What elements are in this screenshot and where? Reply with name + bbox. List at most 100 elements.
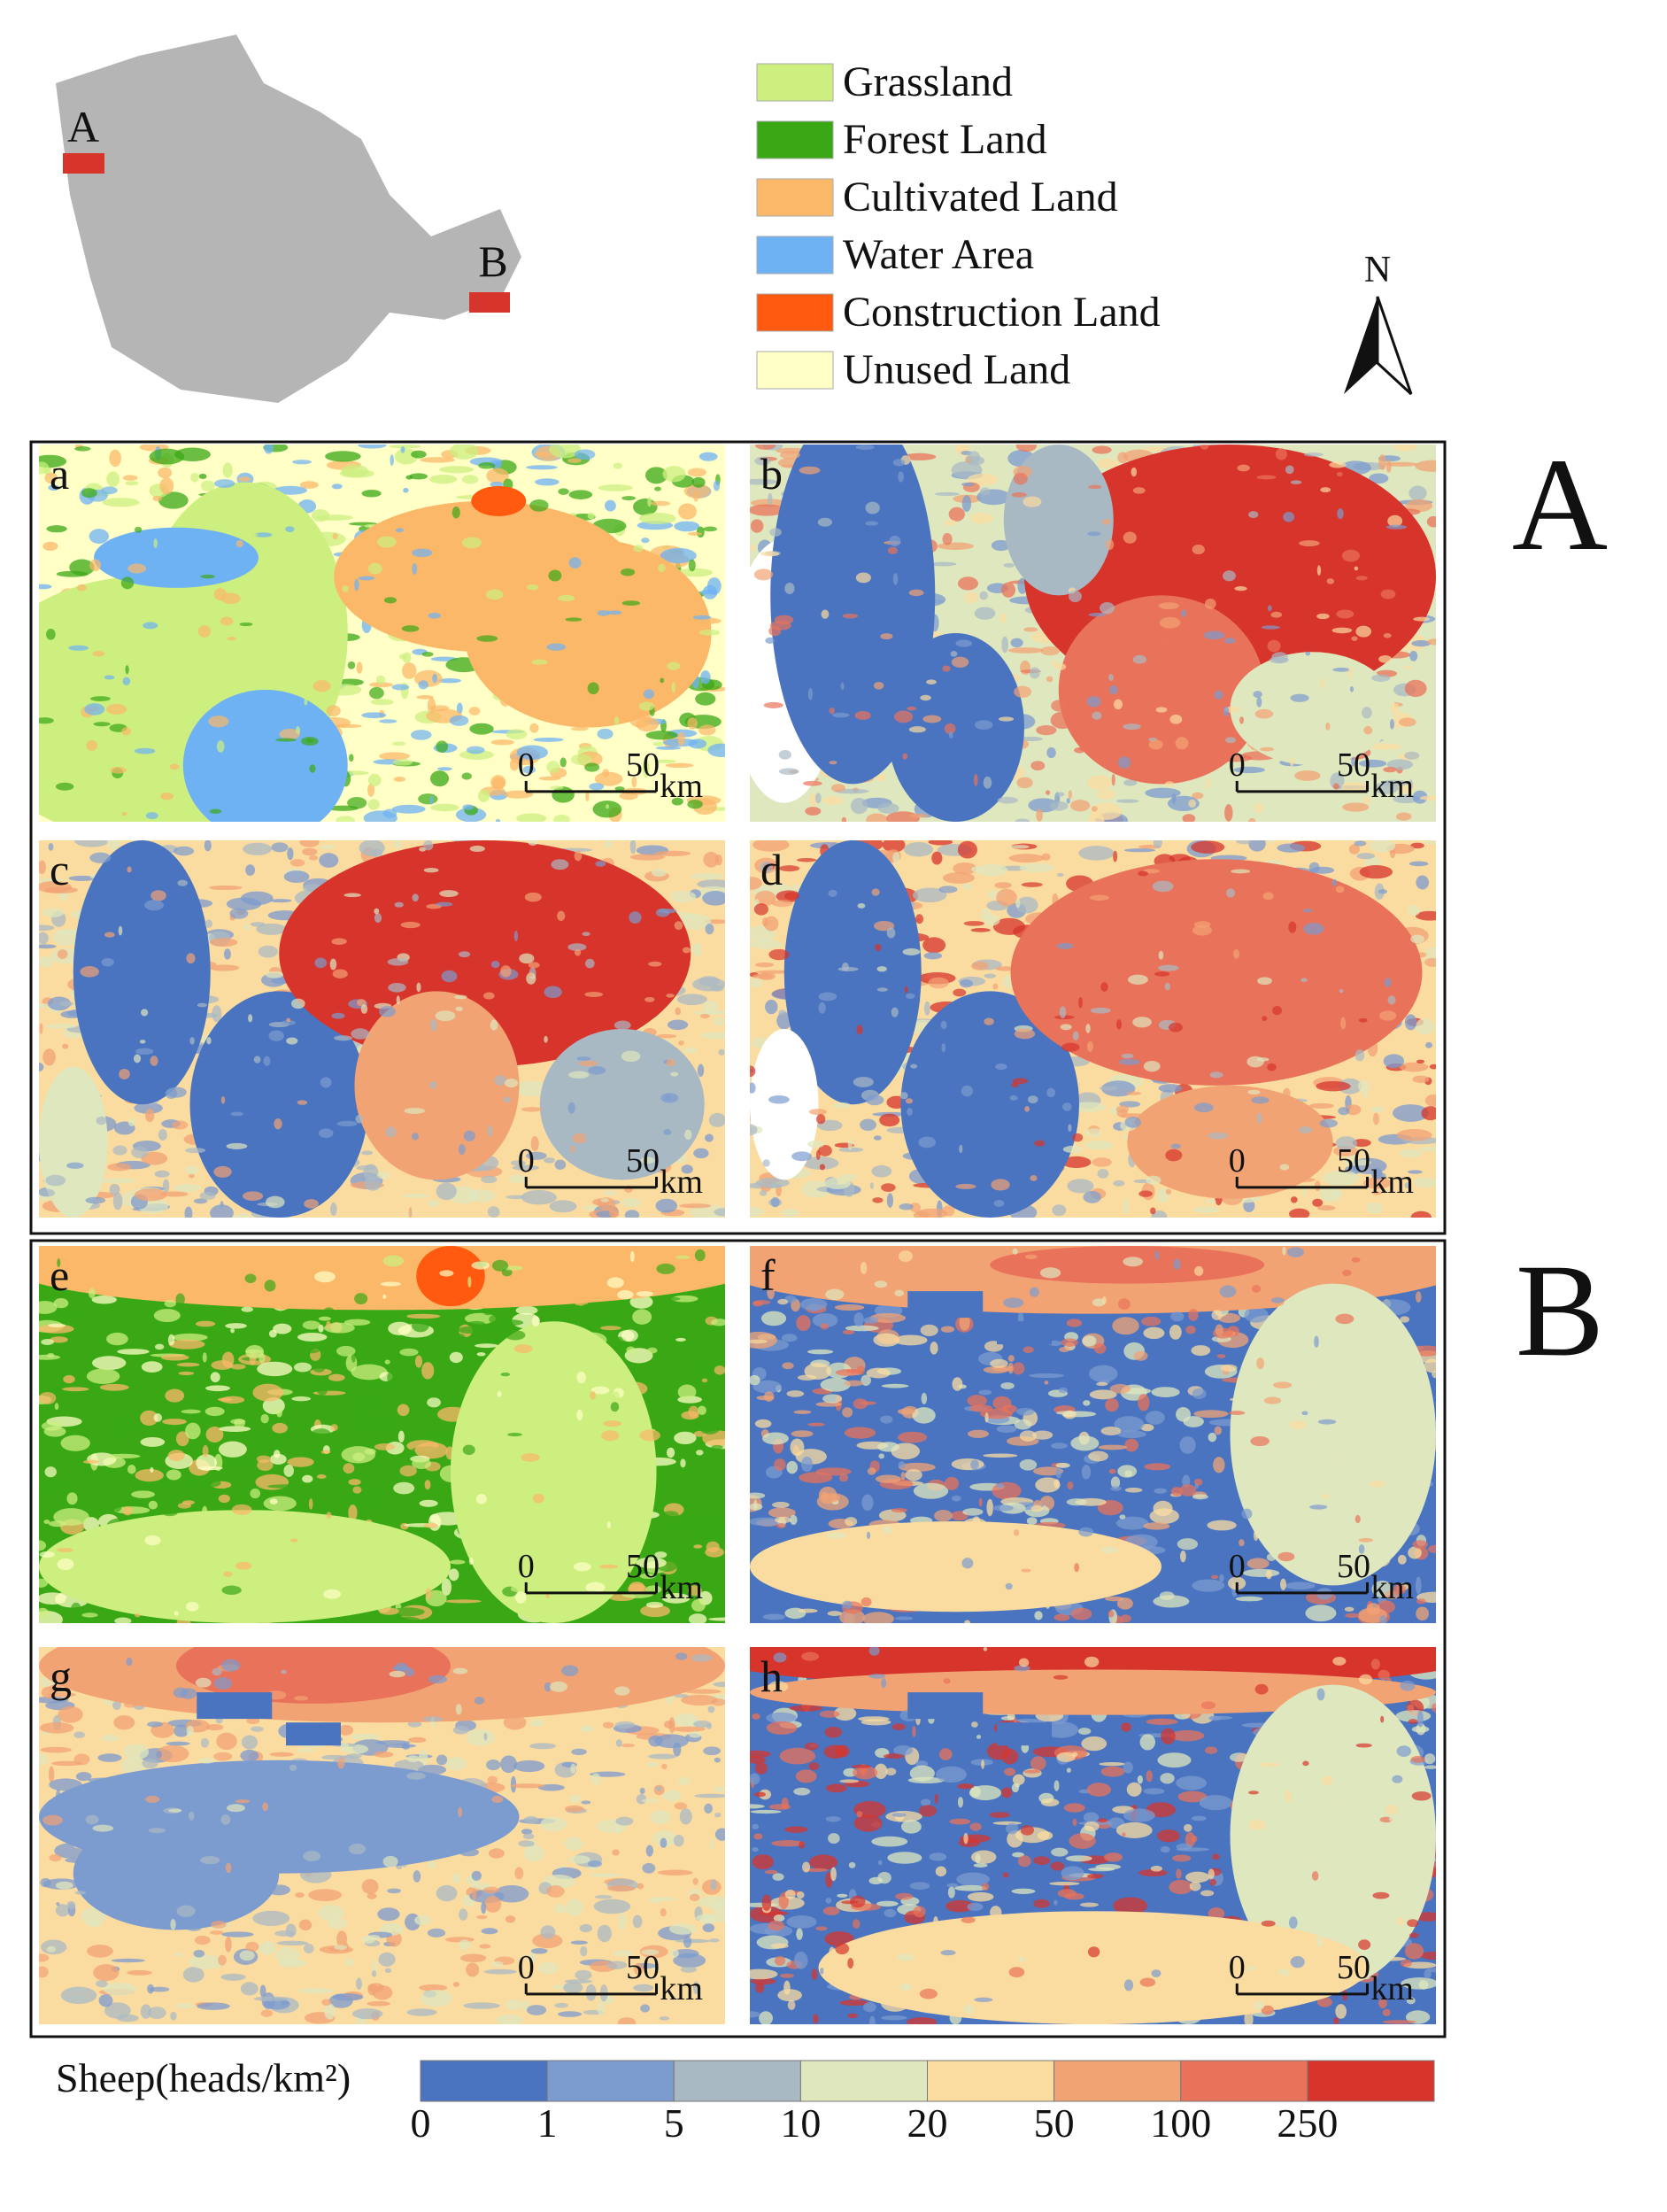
map-texture [1156, 707, 1168, 712]
map-texture [1101, 1767, 1125, 1777]
legend-label: Water Area [843, 231, 1034, 278]
map-texture [412, 1133, 419, 1140]
map-texture [125, 665, 128, 674]
scale-label: km [1370, 1164, 1414, 1201]
map-texture [1068, 1124, 1071, 1132]
map-texture [135, 1188, 167, 1201]
map-texture [1393, 1382, 1405, 1387]
map-texture [1425, 1094, 1442, 1107]
map-texture [176, 1515, 191, 1528]
map-texture [1408, 485, 1426, 500]
map-texture [575, 1970, 591, 1980]
map-texture [1243, 1569, 1279, 1577]
map-texture [714, 1017, 724, 1026]
map-texture [877, 987, 888, 992]
map-texture [1073, 1031, 1079, 1040]
scale-label: 0 [518, 746, 535, 784]
map-texture [1029, 1373, 1064, 1378]
map-texture [1428, 1545, 1443, 1553]
map-texture [47, 766, 66, 773]
map-texture [576, 1372, 586, 1383]
map-texture [1154, 971, 1169, 977]
map-texture [230, 1112, 243, 1117]
map-texture [286, 1018, 290, 1023]
scale-label: 0 [1229, 1548, 1246, 1585]
map-texture [221, 1096, 225, 1104]
map-texture [1108, 1610, 1115, 1617]
map-texture [489, 1315, 498, 1324]
map-texture [1424, 958, 1440, 967]
map-texture [299, 1349, 319, 1353]
map-texture [316, 514, 353, 521]
map-texture [1221, 1365, 1238, 1372]
map-texture [667, 1448, 675, 1458]
map-texture [674, 522, 699, 532]
map-region [1231, 1284, 1437, 1586]
map-texture [612, 1497, 620, 1503]
map-texture [1099, 1762, 1125, 1766]
map-texture [915, 914, 923, 924]
map-texture [454, 995, 467, 1000]
map-texture [1236, 1597, 1263, 1602]
map-texture [83, 1804, 89, 1816]
map-texture [529, 1743, 556, 1749]
map-texture [429, 795, 434, 804]
map-texture [1092, 445, 1112, 453]
map-texture [1072, 1133, 1083, 1142]
map-texture [892, 852, 899, 863]
map-texture [698, 1419, 721, 1435]
map-texture [1121, 1614, 1131, 1622]
map-texture [90, 696, 111, 701]
map-texture [304, 698, 307, 706]
map-texture [1078, 1528, 1093, 1537]
scale-label: 50 [1337, 746, 1370, 784]
map-texture [1248, 511, 1258, 518]
map-texture [89, 559, 101, 571]
map-texture [532, 1316, 540, 1326]
map-texture [1420, 1952, 1451, 1960]
map-texture [1416, 1291, 1422, 1303]
map-texture [319, 853, 338, 868]
map-texture [601, 1430, 619, 1441]
map-texture [651, 501, 670, 507]
map-texture [1315, 1180, 1321, 1191]
map-texture [491, 961, 500, 968]
map-texture [603, 1722, 614, 1729]
map-texture [491, 739, 514, 745]
map-texture [677, 994, 707, 1005]
map-texture [779, 750, 791, 760]
map-texture [1119, 1514, 1125, 1519]
scale-label: 50 [626, 746, 660, 784]
map-texture [230, 1471, 237, 1477]
map-texture [949, 507, 965, 522]
map-texture [695, 692, 715, 706]
map-texture [33, 1301, 58, 1314]
map-texture [1171, 793, 1176, 804]
map-texture [595, 861, 606, 867]
map-texture [1030, 761, 1045, 770]
map-texture [123, 1506, 133, 1515]
map-texture [702, 891, 728, 906]
map-texture [302, 1475, 313, 1483]
map-texture [35, 944, 57, 948]
map-texture [614, 1021, 631, 1030]
map-texture [1192, 1388, 1207, 1399]
scale-label: 0 [1229, 746, 1246, 784]
map-texture [529, 723, 538, 733]
map-texture [616, 1739, 622, 1747]
map-texture [537, 1961, 559, 1974]
map-texture [793, 1410, 811, 1413]
map-texture [782, 1362, 793, 1369]
map-texture [808, 688, 813, 700]
map-texture [1329, 461, 1346, 468]
map-texture [922, 715, 941, 723]
legend-swatch [757, 352, 833, 389]
map-texture [449, 1568, 459, 1581]
map-texture [198, 625, 211, 638]
map-texture [1109, 685, 1118, 694]
map-texture [89, 853, 111, 863]
map-texture [463, 1445, 475, 1456]
map-texture [1267, 1063, 1277, 1071]
map-texture [374, 913, 382, 923]
map-texture [374, 909, 379, 915]
